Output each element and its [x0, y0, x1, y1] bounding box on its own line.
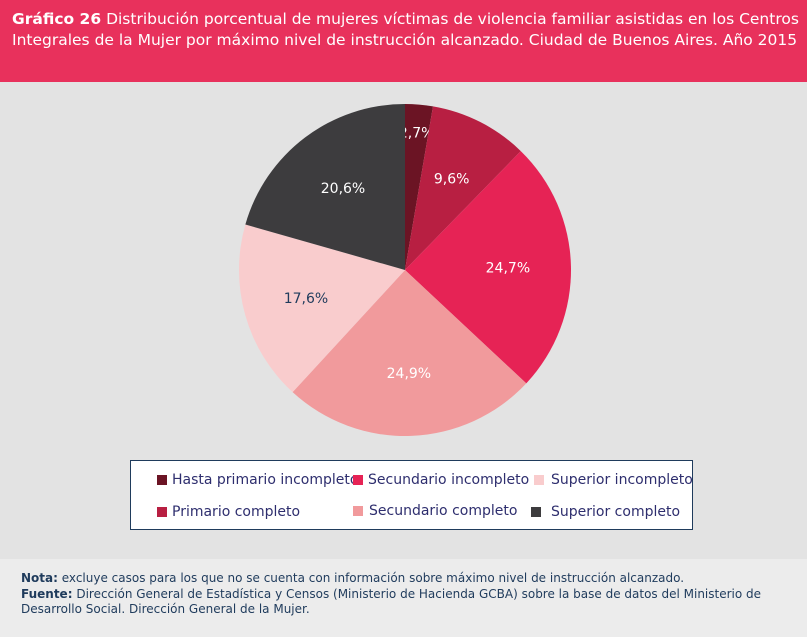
- legend-label-secundario-incompleto: Secundario incompleto: [368, 472, 530, 488]
- note-label: Nota:: [21, 571, 58, 585]
- pie-slice-superior-incompleto: [239, 224, 405, 393]
- legend-swatch-secundario-completo: [353, 506, 363, 516]
- legend-label-superior-incompleto: Superior incompleto: [551, 472, 693, 488]
- legend-swatch-superior-completo: [531, 507, 541, 517]
- legend-swatch-superior-incompleto: [534, 475, 544, 485]
- pie-label-superior-completo: 20,6%: [321, 181, 365, 197]
- chart-title: Gráfico 26 Distribución porcentual de mu…: [12, 9, 802, 51]
- source-line: Fuente: Dirección General de Estadística…: [21, 587, 791, 618]
- chart-footer: [0, 559, 807, 637]
- legend-swatch-primario-completo: [157, 507, 167, 517]
- pie-slice-superior-completo: [245, 104, 405, 270]
- pie-slice-primario-completo: [405, 106, 521, 270]
- pie-slice-secundario-completo: [292, 270, 527, 436]
- pie-label-secundario-incompleto: 24,7%: [486, 261, 530, 277]
- chart-title-line1: Distribución porcentual de mujeres vícti…: [106, 10, 799, 28]
- pie-chart: 2,7% 9,6% 24,7% 24,9% 17,6% 20,6%: [239, 104, 571, 436]
- legend-swatch-secundario-incompleto: [353, 475, 363, 485]
- pie-label-superior-incompleto: 17,6%: [284, 291, 328, 307]
- legend-swatch-hasta-primario-incompleto: [157, 475, 167, 485]
- chart-number: Gráfico 26: [12, 10, 102, 28]
- legend-label-hasta-primario-incompleto: Hasta primario incompleto: [172, 472, 359, 488]
- note-line: Nota: excluye casos para los que no se c…: [21, 571, 791, 587]
- chart-title-line2: Integrales de la Mujer por máximo nivel …: [12, 31, 798, 49]
- source-label: Fuente:: [21, 586, 73, 601]
- legend-label-secundario-completo: Secundario completo: [369, 503, 518, 519]
- footnotes: Nota: excluye casos para los que no se c…: [21, 571, 791, 618]
- pie-slice-hasta-primario-incompleto: [405, 104, 433, 270]
- pie-label-hasta-primario-incompleto: 2,7%: [399, 126, 435, 142]
- chart-header: [0, 0, 807, 82]
- pie-label-secundario-completo: 24,9%: [387, 366, 431, 382]
- legend-label-primario-completo: Primario completo: [172, 504, 301, 520]
- legend-label-superior-completo: Superior completo: [551, 504, 681, 520]
- chart-legend: Hasta primario incompleto Secundario inc…: [130, 460, 693, 530]
- pie-label-primario-completo: 9,6%: [434, 171, 470, 187]
- note-text: excluye casos para los que no se cuenta …: [61, 571, 685, 585]
- pie-slice-secundario-incompleto: [405, 151, 571, 384]
- source-text: Dirección General de Estadística y Censo…: [21, 586, 762, 617]
